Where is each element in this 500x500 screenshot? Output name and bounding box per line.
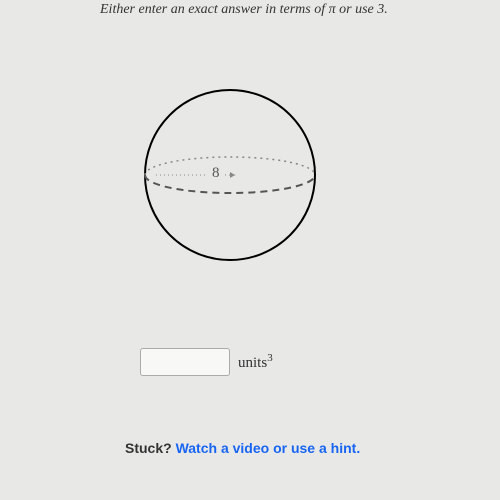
radius-label: 8 [212,165,220,182]
sphere-diagram: 8 [140,85,320,265]
units-power: 3 [267,352,273,364]
sphere-svg [140,85,320,265]
answer-input[interactable] [140,348,230,376]
help-row: Stuck? Watch a video or use a hint. [125,440,360,456]
units-label: units3 [238,352,273,372]
question-header: Either enter an exact answer in terms of… [100,0,480,18]
help-link[interactable]: Watch a video or use a hint. [176,440,361,456]
instruction-prefix: Either enter an exact answer in terms of [100,2,329,17]
question-instruction: Either enter an exact answer in terms of… [100,2,480,18]
stuck-label: Stuck? [125,440,172,456]
radius-arrowhead [230,172,235,178]
center-point [235,175,236,176]
answer-row: units3 [140,348,273,376]
units-text: units [238,355,267,371]
pi-symbol: π [329,2,336,17]
instruction-suffix: or use 3. [336,2,388,17]
